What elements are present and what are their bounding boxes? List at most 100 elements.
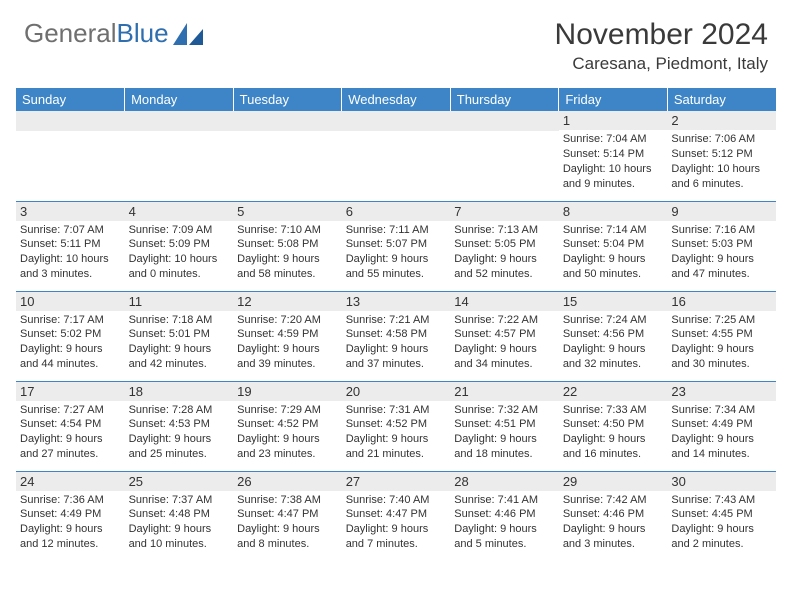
calendar-cell bbox=[450, 111, 559, 201]
sunset-text: Sunset: 4:52 PM bbox=[237, 417, 338, 432]
calendar-row: 1Sunrise: 7:04 AMSunset: 5:14 PMDaylight… bbox=[16, 111, 776, 201]
day-number: 22 bbox=[559, 382, 668, 401]
daylight-text: Daylight: 9 hours and 42 minutes. bbox=[129, 342, 230, 372]
sunrise-text: Sunrise: 7:21 AM bbox=[346, 313, 447, 328]
day-info: Sunrise: 7:22 AMSunset: 4:57 PMDaylight:… bbox=[450, 313, 559, 376]
day-number: 20 bbox=[342, 382, 451, 401]
calendar-cell: 17Sunrise: 7:27 AMSunset: 4:54 PMDayligh… bbox=[16, 381, 125, 471]
daylight-text: Daylight: 9 hours and 34 minutes. bbox=[454, 342, 555, 372]
sunset-text: Sunset: 5:07 PM bbox=[346, 237, 447, 252]
calendar-row: 17Sunrise: 7:27 AMSunset: 4:54 PMDayligh… bbox=[16, 381, 776, 471]
sunset-text: Sunset: 4:55 PM bbox=[671, 327, 772, 342]
calendar-cell: 30Sunrise: 7:43 AMSunset: 4:45 PMDayligh… bbox=[667, 471, 776, 561]
calendar-cell: 23Sunrise: 7:34 AMSunset: 4:49 PMDayligh… bbox=[667, 381, 776, 471]
sunset-text: Sunset: 4:50 PM bbox=[563, 417, 664, 432]
sunrise-text: Sunrise: 7:16 AM bbox=[671, 223, 772, 238]
day-info: Sunrise: 7:42 AMSunset: 4:46 PMDaylight:… bbox=[559, 493, 668, 556]
calendar-cell: 13 Sunrise: 7:21 AMSunset: 4:58 PMDayligh… bbox=[342, 291, 451, 381]
daylight-text: Daylight: 9 hours and 55 minutes. bbox=[346, 252, 447, 282]
calendar-cell: 20Sunrise: 7:31 AMSunset: 4:52 PMDayligh… bbox=[342, 381, 451, 471]
day-number: 5 bbox=[233, 202, 342, 221]
daylight-text: Daylight: 10 hours and 9 minutes. bbox=[563, 162, 664, 192]
day-number: 23 bbox=[667, 382, 776, 401]
daylight-text: Daylight: 9 hours and 7 minutes. bbox=[346, 522, 447, 552]
daylight-text: Daylight: 9 hours and 52 minutes. bbox=[454, 252, 555, 282]
day-number: 21 bbox=[450, 382, 559, 401]
sunset-text: Sunset: 4:58 PM bbox=[346, 327, 447, 342]
logo-text-general: General bbox=[24, 18, 117, 49]
calendar-cell: 16Sunrise: 7:25 AMSunset: 4:55 PMDayligh… bbox=[667, 291, 776, 381]
day-info: Sunrise: 7:27 AMSunset: 4:54 PMDaylight:… bbox=[16, 403, 125, 466]
calendar-body: 1Sunrise: 7:04 AMSunset: 5:14 PMDaylight… bbox=[16, 111, 776, 561]
day-info: Sunrise: 7:21 AMSunset: 4:58 PMDaylight:… bbox=[342, 313, 451, 376]
sunset-text: Sunset: 5:03 PM bbox=[671, 237, 772, 252]
day-info: Sunrise: 7:41 AMSunset: 4:46 PMDaylight:… bbox=[450, 493, 559, 556]
calendar-row: 24Sunrise: 7:36 AMSunset: 4:49 PMDayligh… bbox=[16, 471, 776, 561]
day-number: 1 bbox=[559, 111, 668, 130]
sunrise-text: Sunrise: 7:40 AM bbox=[346, 493, 447, 508]
daylight-text: Daylight: 9 hours and 3 minutes. bbox=[563, 522, 664, 552]
sunset-text: Sunset: 4:46 PM bbox=[563, 507, 664, 522]
sunrise-text: Sunrise: 7:28 AM bbox=[129, 403, 230, 418]
sunrise-text: Sunrise: 7:43 AM bbox=[671, 493, 772, 508]
sunrise-text: Sunrise: 7:18 AM bbox=[129, 313, 230, 328]
calendar-cell: 12Sunrise: 7:20 AMSunset: 4:59 PMDayligh… bbox=[233, 291, 342, 381]
day-number: 18 bbox=[125, 382, 234, 401]
calendar-cell: 15Sunrise: 7:24 AMSunset: 4:56 PMDayligh… bbox=[559, 291, 668, 381]
calendar-cell: 27Sunrise: 7:40 AMSunset: 4:47 PMDayligh… bbox=[342, 471, 451, 561]
calendar-cell: 6Sunrise: 7:11 AMSunset: 5:07 PMDaylight… bbox=[342, 201, 451, 291]
day-number: 27 bbox=[342, 472, 451, 491]
daylight-text: Daylight: 9 hours and 12 minutes. bbox=[20, 522, 121, 552]
calendar-cell: 9Sunrise: 7:16 AMSunset: 5:03 PMDaylight… bbox=[667, 201, 776, 291]
sunset-text: Sunset: 4:47 PM bbox=[237, 507, 338, 522]
empty-day-bar bbox=[16, 111, 125, 131]
day-info: Sunrise: 7:17 AMSunset: 5:02 PMDaylight:… bbox=[16, 313, 125, 376]
empty-day-bar bbox=[342, 111, 451, 131]
daylight-text: Daylight: 9 hours and 58 minutes. bbox=[237, 252, 338, 282]
daylight-text: Daylight: 9 hours and 23 minutes. bbox=[237, 432, 338, 462]
calendar-cell: 11Sunrise: 7:18 AMSunset: 5:01 PMDayligh… bbox=[125, 291, 234, 381]
daylight-text: Daylight: 10 hours and 6 minutes. bbox=[671, 162, 772, 192]
sunrise-text: Sunrise: 7:25 AM bbox=[671, 313, 772, 328]
sunset-text: Sunset: 5:11 PM bbox=[20, 237, 121, 252]
sunset-text: Sunset: 4:59 PM bbox=[237, 327, 338, 342]
day-info: Sunrise: 7:06 AMSunset: 5:12 PMDaylight:… bbox=[667, 132, 776, 195]
calendar-cell: 24Sunrise: 7:36 AMSunset: 4:49 PMDayligh… bbox=[16, 471, 125, 561]
calendar-cell: 3Sunrise: 7:07 AMSunset: 5:11 PMDaylight… bbox=[16, 201, 125, 291]
daylight-text: Daylight: 9 hours and 27 minutes. bbox=[20, 432, 121, 462]
calendar-cell: 29Sunrise: 7:42 AMSunset: 4:46 PMDayligh… bbox=[559, 471, 668, 561]
day-number: 4 bbox=[125, 202, 234, 221]
sunrise-text: Sunrise: 7:38 AM bbox=[237, 493, 338, 508]
title-block: November 2024 Caresana, Piedmont, Italy bbox=[555, 18, 768, 74]
calendar-cell: 28Sunrise: 7:41 AMSunset: 4:46 PMDayligh… bbox=[450, 471, 559, 561]
day-info: Sunrise: 7:36 AMSunset: 4:49 PMDaylight:… bbox=[16, 493, 125, 556]
day-info: Sunrise: 7:16 AMSunset: 5:03 PMDaylight:… bbox=[667, 223, 776, 286]
sunset-text: Sunset: 5:01 PM bbox=[129, 327, 230, 342]
calendar-cell: 2 Sunrise: 7:06 AMSunset: 5:12 PMDaylight… bbox=[667, 111, 776, 201]
daylight-text: Daylight: 9 hours and 2 minutes. bbox=[671, 522, 772, 552]
sunrise-text: Sunrise: 7:13 AM bbox=[454, 223, 555, 238]
day-info: Sunrise: 7:32 AMSunset: 4:51 PMDaylight:… bbox=[450, 403, 559, 466]
logo-text-blue: Blue bbox=[117, 18, 169, 49]
daylight-text: Daylight: 9 hours and 16 minutes. bbox=[563, 432, 664, 462]
sunrise-text: Sunrise: 7:07 AM bbox=[20, 223, 121, 238]
calendar-cell: 25Sunrise: 7:37 AMSunset: 4:48 PMDayligh… bbox=[125, 471, 234, 561]
daylight-text: Daylight: 9 hours and 14 minutes. bbox=[671, 432, 772, 462]
day-info: Sunrise: 7:09 AMSunset: 5:09 PMDaylight:… bbox=[125, 223, 234, 286]
day-info: Sunrise: 7:29 AMSunset: 4:52 PMDaylight:… bbox=[233, 403, 342, 466]
day-info: Sunrise: 7:13 AMSunset: 5:05 PMDaylight:… bbox=[450, 223, 559, 286]
calendar-cell: 18Sunrise: 7:28 AMSunset: 4:53 PMDayligh… bbox=[125, 381, 234, 471]
day-number: 2 bbox=[667, 111, 776, 130]
daylight-text: Daylight: 9 hours and 39 minutes. bbox=[237, 342, 338, 372]
daylight-text: Daylight: 9 hours and 37 minutes. bbox=[346, 342, 447, 372]
daylight-text: Daylight: 9 hours and 8 minutes. bbox=[237, 522, 338, 552]
day-number: 12 bbox=[233, 292, 342, 311]
empty-day-bar bbox=[125, 111, 234, 131]
day-number: 13 bbox=[342, 292, 451, 311]
daylight-text: Daylight: 9 hours and 25 minutes. bbox=[129, 432, 230, 462]
day-info: Sunrise: 7:10 AMSunset: 5:08 PMDaylight:… bbox=[233, 223, 342, 286]
sunrise-text: Sunrise: 7:11 AM bbox=[346, 223, 447, 238]
logo: GeneralBlue bbox=[24, 18, 203, 49]
day-number: 19 bbox=[233, 382, 342, 401]
weekday-header: Saturday bbox=[667, 88, 776, 111]
